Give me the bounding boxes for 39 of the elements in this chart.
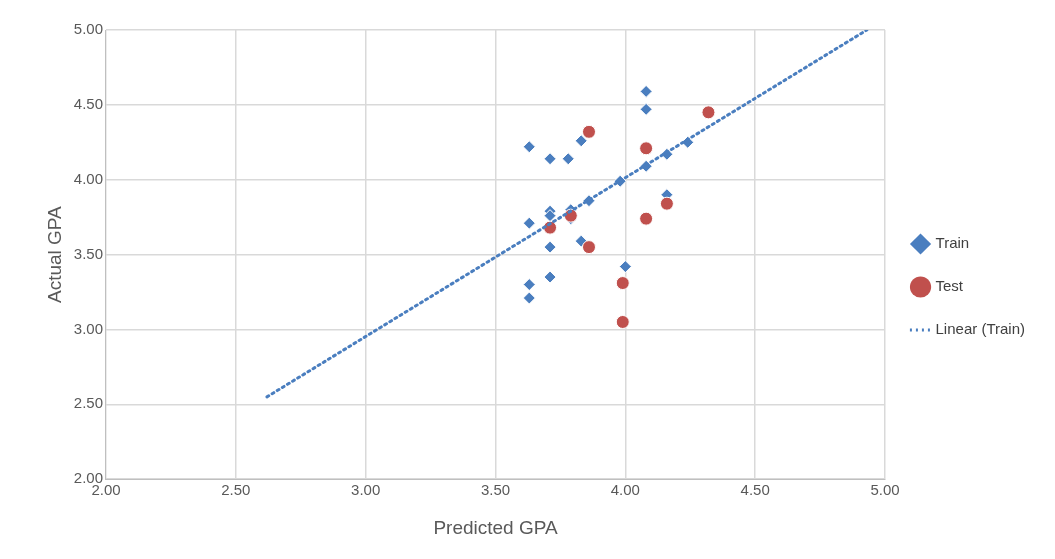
- x-tick-label: 4.50: [740, 481, 770, 499]
- point: [543, 240, 557, 254]
- point: [639, 102, 653, 116]
- point: [522, 140, 536, 154]
- x-tick-label: 4.00: [610, 481, 640, 499]
- y-axis-title: Actual GPA: [43, 205, 65, 304]
- point: [659, 196, 674, 211]
- point: [574, 234, 588, 248]
- point: [522, 278, 536, 292]
- point: [639, 84, 653, 98]
- point: [615, 314, 630, 329]
- y-tick-label: 4.00: [73, 169, 103, 187]
- legend-label: Test: [935, 277, 964, 295]
- y-tick-label: 3.50: [73, 244, 103, 262]
- point: [543, 152, 557, 166]
- legend-label: Train: [935, 234, 970, 252]
- legend-label: Linear (Train): [935, 320, 1026, 338]
- point: [639, 211, 654, 226]
- point: [522, 216, 536, 230]
- point: [561, 152, 575, 166]
- x-tick-label: 5.00: [870, 481, 900, 499]
- x-tick-label: 3.00: [351, 481, 381, 499]
- point: [522, 291, 536, 305]
- point: [639, 141, 654, 156]
- point: [615, 276, 630, 291]
- x-tick-label: 3.50: [480, 481, 511, 499]
- x-tick-label: 2.50: [221, 481, 251, 499]
- point: [701, 105, 716, 120]
- point: [543, 209, 557, 223]
- point: [618, 260, 632, 274]
- y-tick-label: 2.50: [73, 394, 103, 412]
- point: [574, 134, 588, 148]
- x-axis-title: Predicted GPA: [433, 516, 558, 538]
- y-tick-label: 4.50: [73, 95, 103, 113]
- y-tick-label: 3.00: [73, 319, 103, 337]
- point: [582, 240, 596, 255]
- point: [543, 270, 557, 284]
- point: [582, 124, 596, 139]
- y-tick-label: 5.00: [73, 20, 103, 38]
